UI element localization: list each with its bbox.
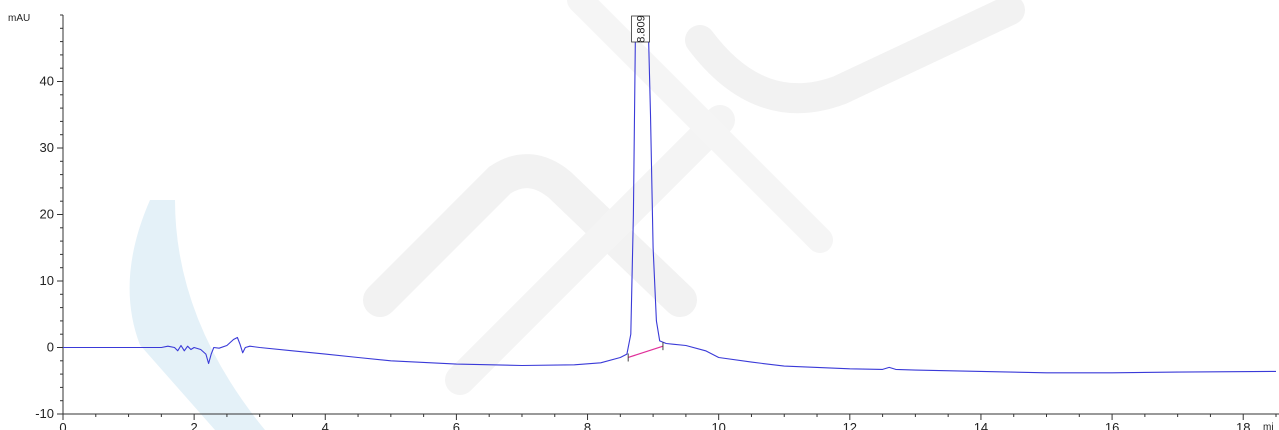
- watermark-stroke-3: [685, 0, 1025, 114]
- x-unit-label: mi: [1263, 422, 1274, 430]
- y-unit-label: mAU: [8, 13, 30, 24]
- x-tick-label: 12: [843, 420, 857, 430]
- x-tick-label: 0: [59, 420, 66, 430]
- y-tick-label: -10: [35, 406, 54, 421]
- x-tick-label: 18: [1236, 420, 1250, 430]
- x-tick-label: 8: [584, 420, 591, 430]
- x-tick-label: 10: [711, 420, 725, 430]
- y-tick-label: 10: [40, 273, 54, 288]
- series-line: [63, 31, 1277, 374]
- watermark-stroke-1: [363, 154, 697, 317]
- plot-area: 8.809: [63, 15, 1277, 374]
- peak-label: 8.809: [636, 15, 648, 43]
- x-tick-label: 4: [322, 420, 329, 430]
- y-tick-label: 0: [47, 340, 54, 355]
- y-tick-label: 40: [40, 74, 54, 89]
- peak-label-box: [631, 15, 650, 43]
- x-tick-label: 6: [453, 420, 460, 430]
- x-ticks: 0 2 4 6 8 10 12 14 16 18: [59, 414, 1277, 430]
- y-ticks: -10 0 10 20 30 40: [35, 14, 63, 421]
- background-watermark: [129, 0, 1025, 430]
- x-tick-label: 2: [191, 420, 198, 430]
- watermark-blue-arc: [129, 200, 265, 430]
- y-tick-label: 20: [40, 207, 54, 222]
- y-tick-label: 30: [40, 140, 54, 155]
- axes: -10 0 10 20 30 40 0 2 4 6 8 10 12 14 16 18 mAU mi: [8, 13, 1279, 430]
- watermark-stroke-4: [567, 0, 833, 253]
- integration-baseline: [628, 345, 664, 359]
- watermark-stroke-2: [445, 105, 735, 395]
- x-tick-label: 16: [1105, 420, 1119, 430]
- x-tick-label: 14: [974, 420, 988, 430]
